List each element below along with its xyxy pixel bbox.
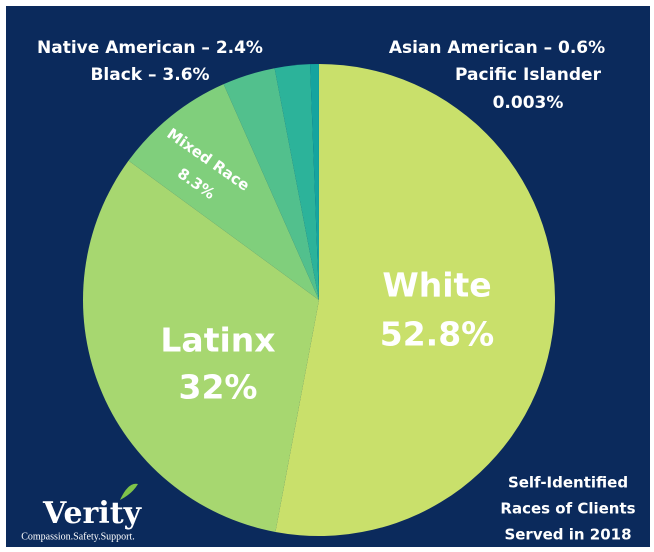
value-label: 52.8%: [380, 315, 495, 354]
pie-slice: [310, 64, 319, 301]
pie-slice: [223, 68, 319, 300]
logo-tagline: Compassion.Safety.Support.: [21, 531, 135, 542]
subtitle-line: Served in 2018: [504, 526, 631, 544]
slice-label: Pacific Islander: [455, 65, 602, 85]
value-label: 32%: [179, 368, 258, 407]
value-label: 0.003%: [493, 93, 564, 113]
slice-label: Asian American – 0.6%: [389, 38, 605, 58]
slice-label: Black – 3.6%: [90, 65, 209, 85]
slice-label: Latinx: [160, 321, 275, 360]
pie-slice: [274, 64, 319, 300]
pie-slice: [128, 84, 319, 301]
pie-slice: [82, 160, 320, 532]
subtitle-line: Races of Clients: [500, 500, 635, 518]
pie-slice: [275, 64, 556, 536]
logo-leaf: [120, 483, 138, 500]
logo-name: Verity: [42, 496, 143, 531]
slice-label: Native American – 2.4%: [37, 38, 263, 58]
slice-label: White: [382, 266, 491, 305]
subtitle-line: Self-Identified: [508, 474, 628, 492]
